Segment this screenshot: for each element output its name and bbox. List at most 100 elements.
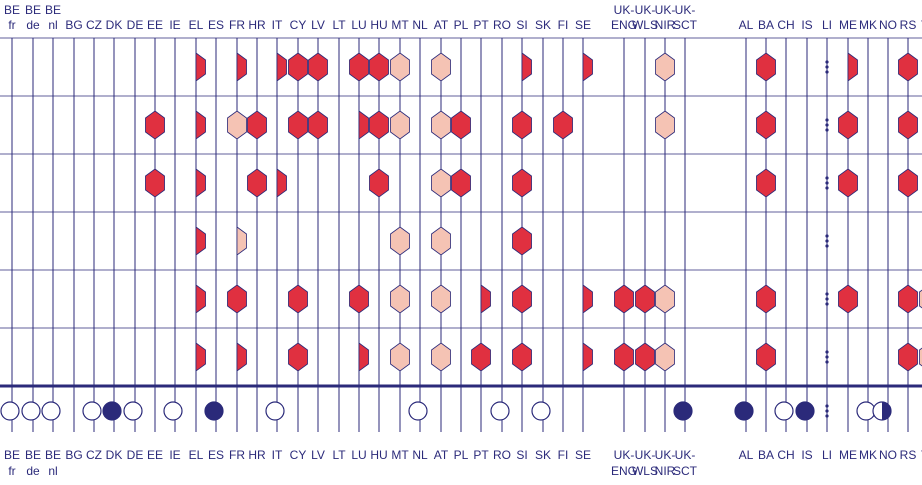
top-label-BA: BA [758, 18, 774, 32]
hex-TR-row5 [919, 289, 922, 309]
circle-AL [734, 401, 754, 421]
hex-UK-ENG-row5 [614, 284, 634, 314]
circle-NL [408, 401, 428, 421]
hex-SE-row5 [582, 284, 593, 314]
bottom-label-UK-WLS: WLS [632, 464, 658, 478]
top-label-AT: AT [434, 18, 449, 32]
dots-LI-row6 [825, 350, 829, 354]
hex-IT-row3 [276, 168, 287, 198]
bottom-label-BE-de: de [26, 464, 40, 478]
bottom-label-MK: MK [859, 448, 877, 462]
bottom-label-BE-nl-a: BE [45, 448, 61, 462]
hex-EL-row3 [195, 168, 206, 198]
top-label-FI: FI [558, 18, 569, 32]
bottom-label-PL: PL [454, 448, 469, 462]
hex-UK-NIR-row6 [655, 342, 675, 372]
bottom-label-BE-fr: fr [8, 464, 15, 478]
hex-SI-row6 [512, 342, 532, 372]
hex-AT-row5 [431, 284, 451, 314]
top-label-BE-de-a: BE [25, 3, 41, 17]
circle-DK [102, 401, 122, 421]
hex-RS-row2 [898, 110, 918, 140]
top-label-UK-SCT: SCT [673, 18, 698, 32]
top-label-AL: AL [739, 18, 754, 32]
hex-SI-row3 [512, 168, 532, 198]
top-label-IE: IE [169, 18, 180, 32]
hex-UK-NIR-row5 [655, 284, 675, 314]
dots-LI-row3 [825, 176, 829, 180]
bottom-label-LV: LV [311, 448, 325, 462]
hex-LU-row2 [358, 110, 369, 140]
top-label-MT: MT [391, 18, 409, 32]
hex-RS-row5 [898, 284, 918, 314]
hex-EL-row5 [195, 284, 206, 314]
hex-IT-row1 [276, 52, 287, 82]
top-label-NL: NL [412, 18, 428, 32]
circle-UK-SCT [673, 401, 693, 421]
bottom-label-FR: FR [229, 448, 245, 462]
hex-RS-row3 [898, 168, 918, 198]
bottom-label-CY: CY [290, 448, 307, 462]
hex-HU-row3 [369, 168, 389, 198]
hex-UK-ENG-row6 [614, 342, 634, 372]
hex-PL-row3 [451, 168, 471, 198]
bottom-label-UK-ENG: ENG [611, 464, 637, 478]
bottom-label-UK-WLS-a: UK- [635, 448, 656, 462]
bottom-label-MT: MT [391, 448, 409, 462]
circle-RO [490, 401, 510, 421]
bottom-label-CZ: CZ [86, 448, 102, 462]
circle-SK [531, 401, 551, 421]
hex-EL-row6 [195, 342, 206, 372]
hex-ME-row2 [838, 110, 858, 140]
bottom-label-CH: CH [777, 448, 794, 462]
hex-SI-row4 [512, 226, 532, 256]
bottom-label-NL: NL [412, 448, 428, 462]
bottom-label-UK-SCT: SCT [673, 464, 698, 478]
circle-BE-fr [0, 401, 20, 421]
top-label-CH: CH [777, 18, 794, 32]
hex-HU-row2 [369, 110, 389, 140]
bottom-label-BE-nl: nl [48, 464, 57, 478]
dots-LI-row6 [825, 355, 829, 359]
hex-MT-row4 [390, 226, 410, 256]
hex-LV-row2 [308, 110, 328, 140]
hex-LV-row1 [308, 52, 328, 82]
hex-HR-row2 [247, 110, 267, 140]
top-label-UK-WLS-a: UK- [635, 3, 656, 17]
top-label-RS: RS [900, 18, 917, 32]
top-label-LU: LU [351, 18, 366, 32]
hex-HR-row3 [247, 168, 267, 198]
circle-IE [163, 401, 183, 421]
hex-PT-row6 [471, 342, 491, 372]
circle-ES [204, 401, 224, 421]
hex-BA-row1 [756, 52, 776, 82]
hex-BA-row6 [756, 342, 776, 372]
bottom-label-EL: EL [189, 448, 204, 462]
bottom-label-ME: ME [839, 448, 857, 462]
bottom-label-SI: SI [516, 448, 527, 462]
circle-IS [795, 401, 815, 421]
hex-EE-row3 [145, 168, 165, 198]
dots-LI-row4 [825, 234, 829, 238]
hex-ME-row3 [838, 168, 858, 198]
bottom-label-LI: LI [822, 448, 832, 462]
hex-EL-row2 [195, 110, 206, 140]
hex-RS-row6 [898, 342, 918, 372]
bottom-label-UK-NIR: NIR [655, 464, 676, 478]
top-label-UK-NIR: NIR [655, 18, 676, 32]
top-label-NO: NO [879, 18, 897, 32]
bottom-label-BA: BA [758, 448, 774, 462]
hex-HU-row1 [369, 52, 389, 82]
hex-FR-row2 [227, 110, 247, 140]
hex-EE-row2 [145, 110, 165, 140]
dots-LI-row3 [825, 186, 829, 190]
dots-LI-row2 [825, 128, 829, 132]
bottom-label-IE: IE [169, 448, 180, 462]
dots-LI-row1 [825, 65, 829, 69]
dots-LI-row4 [825, 239, 829, 243]
hex-BA-row5 [756, 284, 776, 314]
top-label-LV: LV [311, 18, 325, 32]
bottom-label-LT: LT [332, 448, 346, 462]
hex-CY-row5 [288, 284, 308, 314]
